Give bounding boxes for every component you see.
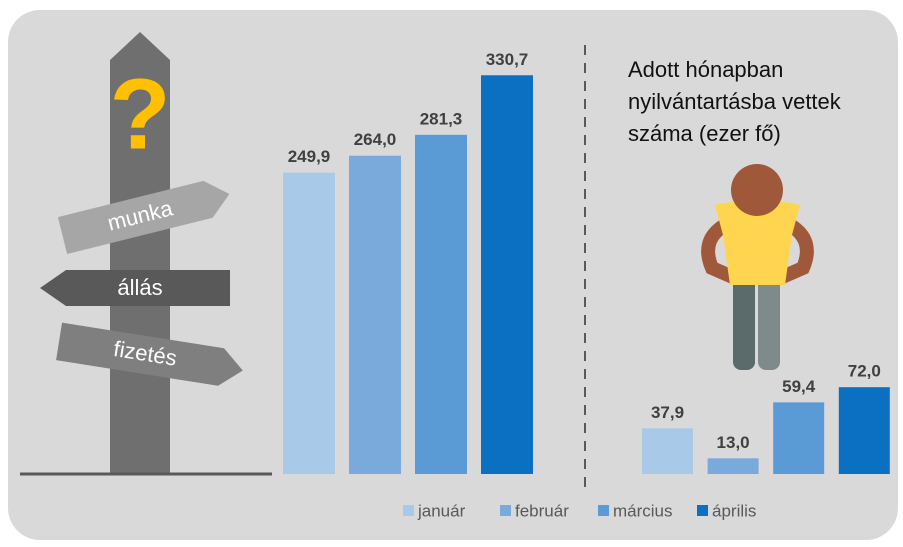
leg (733, 275, 755, 370)
value-label: 330,7 (486, 50, 529, 69)
sign-label: állás (117, 275, 162, 300)
bar (481, 75, 533, 474)
bar (773, 402, 825, 474)
bar (707, 458, 759, 474)
legend-swatch (697, 505, 708, 516)
sign-fizetes: fizetés (56, 322, 243, 386)
sign-board (40, 270, 230, 306)
legend-label: április (712, 501, 756, 520)
chart-title: Adott hónapban nyilvántartásba vettek sz… (628, 57, 841, 146)
bar (349, 155, 401, 475)
bar (415, 134, 467, 474)
value-label: 13,0 (717, 433, 750, 452)
value-label: 249,9 (288, 147, 331, 166)
sign-board (57, 180, 230, 254)
question-mark: ? (109, 58, 170, 170)
legend-label: február (515, 501, 569, 520)
legend-swatch (403, 505, 414, 516)
value-label: 59,4 (782, 377, 816, 396)
leg (758, 275, 780, 370)
bar (283, 172, 335, 474)
person (701, 164, 814, 370)
arm (773, 218, 814, 285)
head (731, 164, 783, 216)
bar (838, 387, 890, 474)
shirt (715, 200, 800, 285)
legend-swatch (598, 505, 609, 516)
legend-label: március (613, 501, 673, 520)
legend-label: január (417, 501, 466, 520)
value-label: 264,0 (354, 130, 397, 149)
bar (642, 428, 693, 474)
value-label: 72,0 (848, 362, 881, 381)
legend-swatch (500, 505, 511, 516)
value-label: 37,9 (651, 403, 684, 422)
sign-board (56, 322, 243, 386)
value-label: 281,3 (420, 109, 463, 128)
arm (701, 218, 742, 285)
